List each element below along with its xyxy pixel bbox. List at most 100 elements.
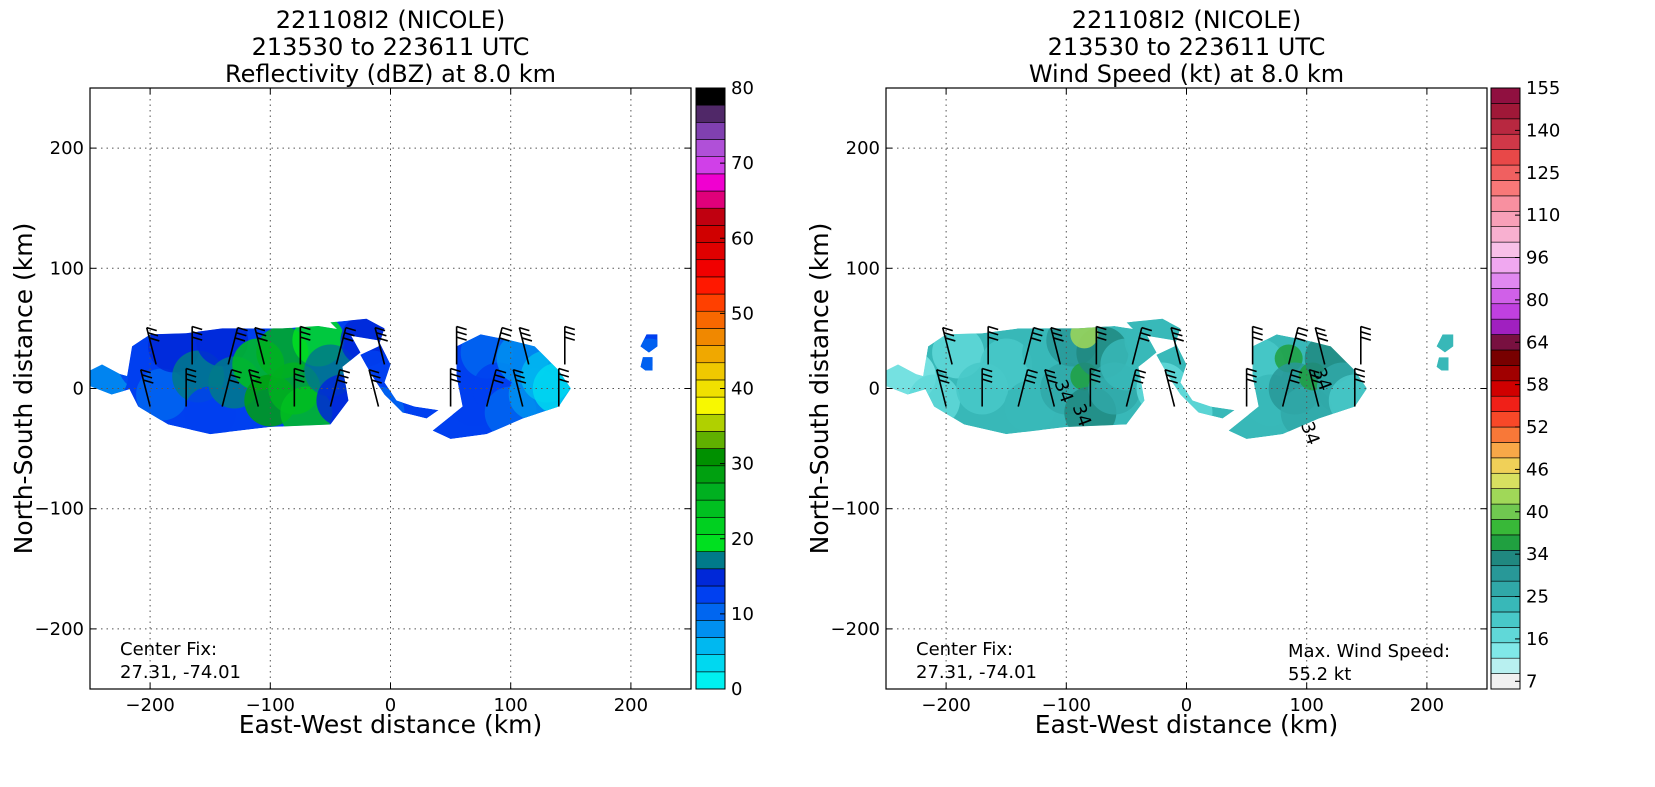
x-tick-label: 0: [1181, 695, 1192, 716]
colorbar-segment: [1490, 627, 1521, 644]
wind-barb-flag: [499, 337, 510, 342]
colorbar-frame: [1490, 87, 1521, 690]
wind-barb-flag: [456, 336, 467, 341]
wind-barb: [518, 327, 530, 365]
wind-barb: [145, 327, 157, 365]
wind-barb-flag: [501, 326, 513, 332]
center-fix-annotation: 27.31, -74.01: [916, 662, 1037, 683]
wind-barb-flag: [185, 378, 197, 383]
colorbar-tick-label: 30: [731, 454, 754, 475]
colorbar-segment: [1490, 118, 1521, 135]
colorbar-segment: [1490, 303, 1521, 320]
wind-barb-flag: [1096, 325, 1107, 331]
wind-barb-flag: [981, 378, 993, 383]
wind-barb-flag: [942, 326, 953, 332]
wind-barb: [1281, 369, 1293, 407]
wind-barb: [1287, 327, 1299, 365]
wind-barb-flag: [257, 337, 268, 342]
wind-barb-flag: [300, 331, 311, 336]
x-axis-label: East-West distance (km): [1035, 710, 1339, 739]
wind-barb-flag: [514, 374, 525, 379]
colorbar-segment: [695, 551, 726, 570]
colorbar-tick-label: 125: [1526, 163, 1560, 184]
wind-barb-flag: [248, 368, 260, 374]
max-wind-annotation: Max. Wind Speed:: [1288, 641, 1450, 662]
y-tick-label: 200: [50, 138, 84, 159]
wind-barb-flag: [494, 374, 505, 379]
wind-barb-flag: [294, 373, 305, 378]
colorbar-segment: [1490, 210, 1521, 227]
wind-barb-flag: [1166, 374, 1177, 379]
wind-barb-flag: [140, 368, 151, 374]
colorbar-segment: [1490, 318, 1521, 335]
wind-barb: [368, 369, 380, 407]
wind-barb: [1017, 369, 1029, 407]
wind-barb-flag: [1354, 373, 1366, 378]
wind-barb-flag: [1317, 337, 1329, 342]
colorbar-segment: [695, 293, 726, 312]
wind-barb-flag: [294, 378, 305, 383]
colorbar-segment: [695, 328, 726, 346]
colorbar-segment: [695, 413, 726, 432]
panel-2: 221108I2 (NICOLE)213530 to 223611 UTCWin…: [805, 6, 1560, 739]
colorbar-segment: [695, 602, 726, 621]
wind-barb-flag: [943, 332, 955, 337]
wind-barb-flag: [191, 336, 203, 341]
x-tick-label: 100: [1290, 695, 1324, 716]
colorbar-segment: [1490, 272, 1521, 289]
wind-barb-flag: [1246, 378, 1257, 383]
colorbar-segment: [1490, 257, 1521, 274]
colorbar-segment: [695, 568, 726, 587]
colorbar-segment: [695, 190, 726, 209]
colorbar-segment: [1490, 642, 1521, 659]
wind-barb-flag: [1096, 331, 1107, 336]
wind-barb: [1050, 327, 1062, 365]
colorbar-segment: [1490, 611, 1521, 628]
colorbar-segment: [1490, 365, 1521, 382]
wind-barb-flag: [450, 373, 461, 378]
wind-barb-flag: [336, 379, 348, 384]
center-fix-annotation: Center Fix:: [916, 639, 1013, 660]
x-tick-label: 200: [1410, 695, 1444, 716]
wind-barb-flag: [939, 379, 950, 384]
colorbar-segment: [1490, 596, 1521, 613]
wind-barb-flag: [1135, 368, 1147, 374]
colorbar-tick-label: 64: [1526, 332, 1549, 353]
wind-barb: [512, 369, 524, 407]
colorbar-segment: [695, 585, 726, 604]
y-tick-label: −200: [831, 619, 880, 640]
x-axis-label: East-West distance (km): [239, 710, 543, 739]
wind-barb-flag: [1291, 368, 1303, 374]
y-tick-label: −200: [35, 619, 84, 640]
wind-barbs: [935, 325, 1372, 407]
x-tick-label: −100: [246, 695, 295, 716]
chart-title-line: 221108I2 (NICOLE): [276, 6, 506, 34]
colorbar-tick-label: 10: [731, 604, 754, 625]
wind-barb-flag: [1053, 337, 1064, 342]
colorbar-segment: [1490, 87, 1521, 104]
x-tick-label: −100: [1042, 695, 1091, 716]
wind-barb: [1044, 369, 1056, 407]
y-tick-label: −100: [35, 499, 84, 520]
wind-barb: [935, 369, 947, 407]
wind-barb-flag: [339, 368, 351, 374]
colorbar-segment: [695, 431, 726, 449]
colorbar-tick-label: 50: [731, 303, 754, 324]
colorbar-segment: [695, 87, 726, 106]
colorbar-segment: [695, 104, 726, 123]
wind-barb-flag: [1290, 374, 1301, 379]
colorbar-segment: [695, 465, 726, 484]
colorbar-segment: [1490, 519, 1521, 536]
wind-barb: [941, 327, 953, 365]
wind-barb-flag: [1246, 367, 1257, 373]
wind-barb-flag: [1172, 332, 1183, 337]
colorbar-segment: [1490, 380, 1521, 397]
colorbar-tick-label: 80: [1526, 290, 1549, 311]
colorbar-segment: [695, 122, 726, 140]
wind-barb-flag: [251, 379, 262, 384]
wind-barb-flag: [231, 368, 242, 374]
wind-barb-flag: [519, 326, 530, 332]
wind-barb-flag: [143, 379, 154, 384]
colorbar-segment: [695, 139, 726, 157]
storm-area: [1126, 318, 1235, 419]
